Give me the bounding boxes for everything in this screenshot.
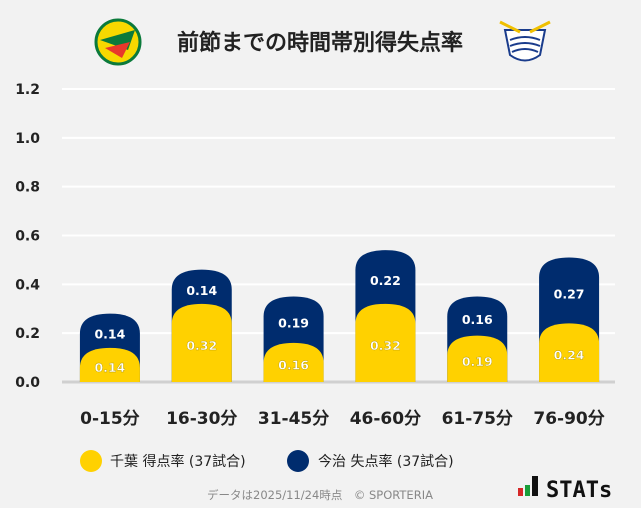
legend-swatch-chiba xyxy=(80,450,102,472)
y-tick-label: 0.6 xyxy=(15,229,40,245)
x-tick-label: 76-90分 xyxy=(533,409,604,429)
data-label-imabari: 0.16 xyxy=(462,312,493,327)
footer-note: データは2025/11/24時点 © SPORTERIA xyxy=(207,488,433,502)
data-label-chiba: 0.32 xyxy=(370,338,401,353)
x-tick-label: 46-60分 xyxy=(350,409,421,429)
data-label-chiba: 0.14 xyxy=(94,360,125,375)
bar-chiba xyxy=(539,323,600,382)
y-tick-label: 0.4 xyxy=(15,277,40,293)
bar-chiba xyxy=(263,342,324,382)
data-label-chiba: 0.32 xyxy=(186,338,217,353)
legend-swatch-imabari xyxy=(287,450,309,472)
data-label-imabari: 0.19 xyxy=(278,316,309,331)
stats-logo: STATs xyxy=(518,476,612,503)
x-tick-label: 61-75分 xyxy=(442,409,513,429)
left-team-logo xyxy=(94,18,142,66)
data-label-imabari: 0.14 xyxy=(94,327,125,342)
data-label-imabari: 0.27 xyxy=(554,286,585,301)
data-label-imabari: 0.14 xyxy=(186,283,217,298)
y-tick-label: 1.2 xyxy=(15,82,40,98)
y-tick-label: 0.2 xyxy=(15,326,40,342)
x-tick-label: 0-15分 xyxy=(80,409,140,429)
data-label-chiba: 0.19 xyxy=(462,354,493,369)
y-tick-label: 0.8 xyxy=(15,180,40,196)
legend-label-imabari: 今治 失点率 (37試合) xyxy=(318,453,454,470)
legend: 千葉 得点率 (37試合) 今治 失点率 (37試合) xyxy=(80,450,454,472)
data-label-chiba: 0.24 xyxy=(554,348,585,363)
data-label-imabari: 0.22 xyxy=(370,273,401,288)
bar-chiba xyxy=(447,335,508,382)
bar-chiba xyxy=(355,303,416,382)
stats-brand: STATs xyxy=(546,478,612,503)
y-tick-label: 1.0 xyxy=(15,131,40,147)
bar-chiba xyxy=(79,347,140,382)
chart-title: 前節までの時間帯別得失点率 xyxy=(177,30,463,56)
x-tick-label: 16-30分 xyxy=(166,409,237,429)
y-tick-label: 0.0 xyxy=(15,375,40,391)
right-team-logo xyxy=(499,20,551,62)
x-tick-label: 31-45分 xyxy=(258,409,329,429)
legend-label-chiba: 千葉 得点率 (37試合) xyxy=(110,453,246,470)
data-label-chiba: 0.16 xyxy=(278,357,309,372)
bar-chiba xyxy=(171,303,232,382)
